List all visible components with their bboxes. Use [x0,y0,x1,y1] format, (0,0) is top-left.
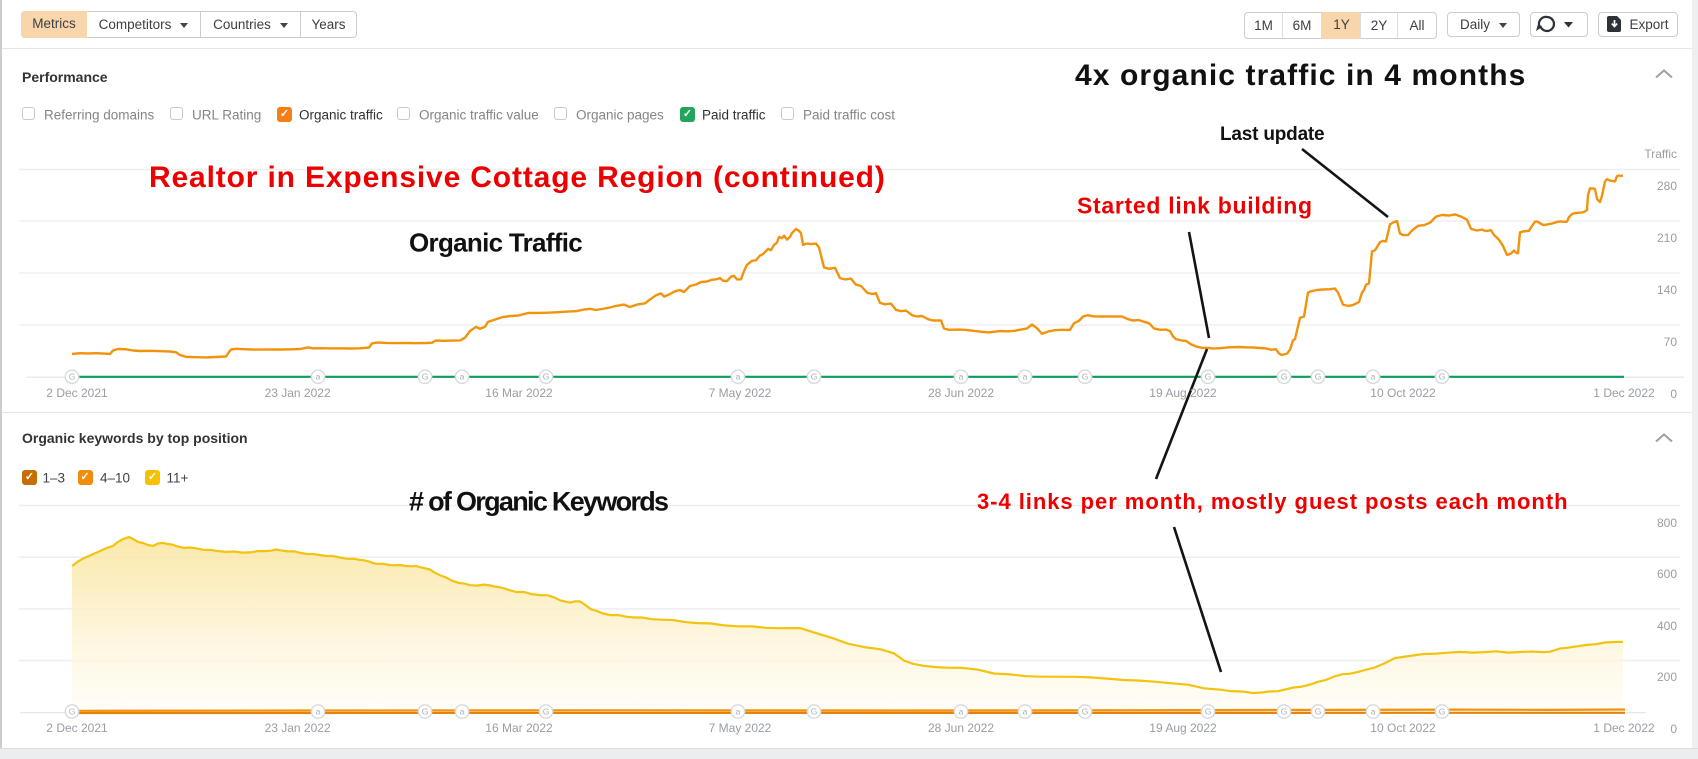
svg-text:G: G [1281,372,1288,382]
svg-text:a: a [1023,706,1028,716]
svg-text:a: a [959,706,964,716]
svg-text:G: G [1315,372,1322,382]
svg-text:G: G [811,372,818,382]
svg-text:a: a [460,706,465,716]
svg-text:a: a [316,706,321,716]
svg-text:G: G [1082,372,1089,382]
svg-text:a: a [959,372,964,382]
svg-text:G: G [422,372,429,382]
svg-text:a: a [736,372,741,382]
svg-text:a: a [1023,372,1028,382]
svg-text:G: G [811,706,818,716]
svg-text:G: G [543,706,550,716]
svg-text:a: a [1371,372,1376,382]
svg-text:G: G [1439,706,1446,716]
svg-text:G: G [1315,706,1322,716]
svg-text:a: a [316,372,321,382]
svg-text:a: a [460,372,465,382]
svg-text:G: G [69,706,76,716]
svg-text:G: G [1205,372,1212,382]
svg-text:G: G [1205,706,1212,716]
svg-text:G: G [69,372,76,382]
svg-text:G: G [543,372,550,382]
svg-text:a: a [736,706,741,716]
svg-text:G: G [1082,706,1089,716]
svg-text:G: G [1439,372,1446,382]
svg-text:a: a [1371,706,1376,716]
svg-text:G: G [422,706,429,716]
svg-text:G: G [1281,706,1288,716]
